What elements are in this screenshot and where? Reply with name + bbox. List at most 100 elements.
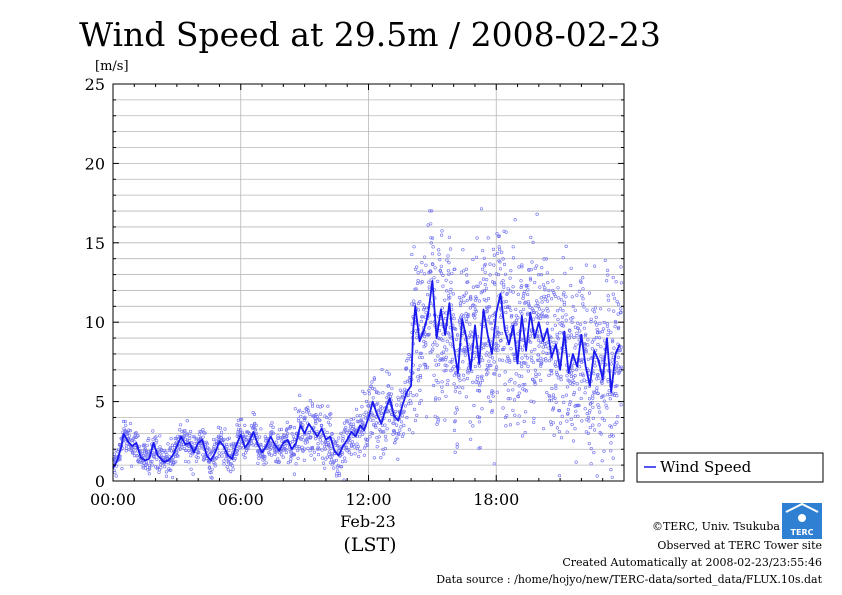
scatter-point	[474, 309, 478, 313]
scatter-point	[582, 305, 586, 309]
scatter-point	[457, 385, 461, 389]
scatter-point	[537, 307, 542, 311]
scatter-point	[526, 288, 530, 292]
scatter-point	[481, 249, 485, 253]
scatter-point	[616, 355, 620, 360]
scatter-point	[358, 434, 362, 438]
scatter-point	[269, 423, 273, 428]
scatter-point	[280, 453, 284, 457]
scatter-point	[244, 438, 248, 442]
scatter-point	[218, 426, 223, 430]
scatter-point	[285, 435, 289, 439]
scatter-point	[423, 255, 427, 259]
scatter-point	[347, 451, 351, 455]
scatter-point	[517, 265, 521, 269]
scatter-point	[555, 426, 560, 430]
scatter-point	[329, 446, 333, 451]
scatter-point	[288, 426, 292, 430]
scatter-point	[448, 290, 452, 294]
scatter-point	[424, 366, 428, 370]
scatter-point	[426, 293, 430, 297]
scatter-point	[464, 317, 468, 321]
scatter-point	[251, 443, 255, 447]
scatter-point	[494, 341, 498, 346]
scatter-point	[533, 266, 537, 270]
scatter-point	[537, 344, 541, 348]
scatter-point	[358, 414, 363, 418]
scatter-point	[516, 332, 520, 336]
scatter-point	[568, 381, 572, 385]
scatter-point	[130, 439, 134, 443]
scatter-point	[516, 422, 520, 426]
scatter-point	[541, 308, 545, 312]
scatter-point	[560, 323, 564, 328]
scatter-point	[437, 252, 441, 256]
scatter-point	[599, 354, 603, 359]
scatter-point	[290, 440, 295, 444]
scatter-point	[496, 348, 500, 352]
scatter-point	[511, 388, 515, 392]
scatter-point	[464, 291, 468, 295]
scatter-point	[445, 382, 449, 387]
scatter-point	[533, 280, 537, 285]
scatter-point	[328, 416, 332, 420]
scatter-point	[196, 456, 200, 460]
scatter-point	[350, 443, 354, 447]
scatter-point	[341, 434, 345, 438]
scatter-point	[431, 343, 435, 347]
scatter-point	[530, 260, 534, 264]
scatter-point	[160, 450, 164, 454]
scatter-point	[488, 315, 492, 319]
scatter-point	[473, 316, 477, 320]
scatter-point	[416, 271, 420, 275]
scatter-point	[454, 327, 458, 331]
scatter-point	[411, 431, 415, 435]
scatter-point	[327, 450, 332, 454]
scatter-point	[176, 448, 181, 452]
data-source-text: Data source : /home/hojyo/new/TERC-data/…	[436, 573, 822, 586]
scatter-point	[542, 342, 547, 346]
scatter-point	[579, 280, 583, 284]
scatter-point	[565, 385, 570, 389]
scatter-point	[444, 355, 448, 359]
scatter-point	[307, 430, 311, 434]
scatter-point	[292, 426, 297, 430]
scatter-point	[532, 400, 536, 404]
scatter-point	[114, 474, 118, 478]
scatter-point	[476, 388, 480, 393]
scatter-point	[194, 438, 198, 442]
scatter-point	[478, 381, 482, 385]
scatter-point	[528, 278, 533, 282]
scatter-point	[480, 378, 485, 383]
scatter-point	[524, 389, 529, 393]
scatter-point	[356, 445, 360, 449]
scatter-point	[420, 315, 424, 319]
scatter-point	[269, 441, 273, 445]
scatter-point	[416, 375, 420, 379]
scatter-point	[514, 318, 519, 323]
scatter-point	[576, 403, 580, 407]
scatter-point	[558, 331, 562, 335]
scatter-point	[334, 458, 339, 463]
scatter-point	[604, 279, 609, 283]
scatter-point	[375, 445, 379, 449]
scatter-point	[602, 339, 607, 343]
scatter-point	[185, 438, 189, 443]
scatter-point	[593, 320, 597, 324]
scatter-point	[473, 364, 477, 369]
scatter-point	[451, 292, 456, 296]
scatter-point	[457, 375, 461, 380]
scatter-point	[430, 252, 435, 256]
scatter-point	[532, 416, 536, 421]
scatter-point	[616, 312, 620, 316]
scatter-point	[611, 292, 615, 296]
scatter-point	[431, 262, 435, 267]
scatter-point	[285, 432, 290, 436]
scatter-point	[369, 431, 373, 435]
scatter-point	[452, 317, 456, 321]
scatter-point	[587, 291, 592, 295]
scatter-point	[433, 340, 437, 344]
scatter-point	[337, 436, 341, 440]
scatter-point	[517, 374, 521, 378]
scatter-point	[578, 329, 582, 333]
